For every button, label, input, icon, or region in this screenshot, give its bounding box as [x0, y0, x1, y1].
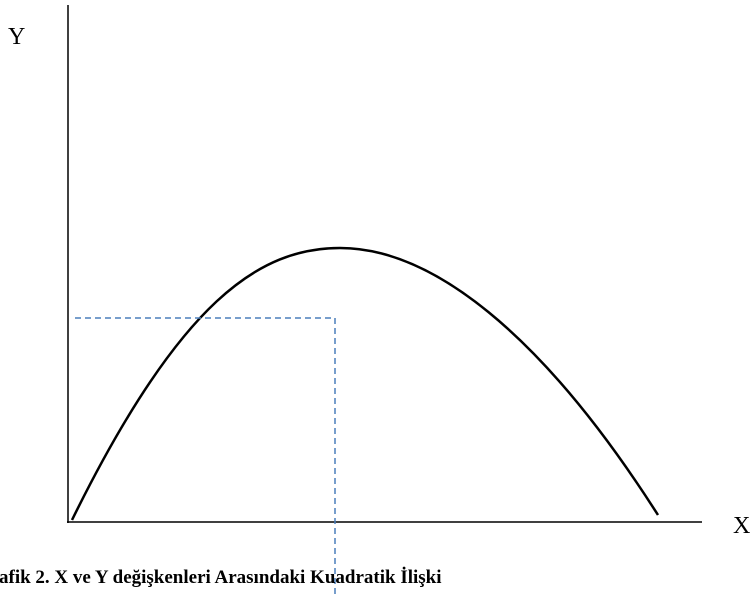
caption: afik 2. X ve Y değişkenleri Arasındaki K…: [0, 567, 442, 588]
x-axis-label: X: [733, 513, 750, 539]
quadratic-curve: [70, 246, 660, 521]
y-axis-label: Y: [8, 24, 25, 50]
